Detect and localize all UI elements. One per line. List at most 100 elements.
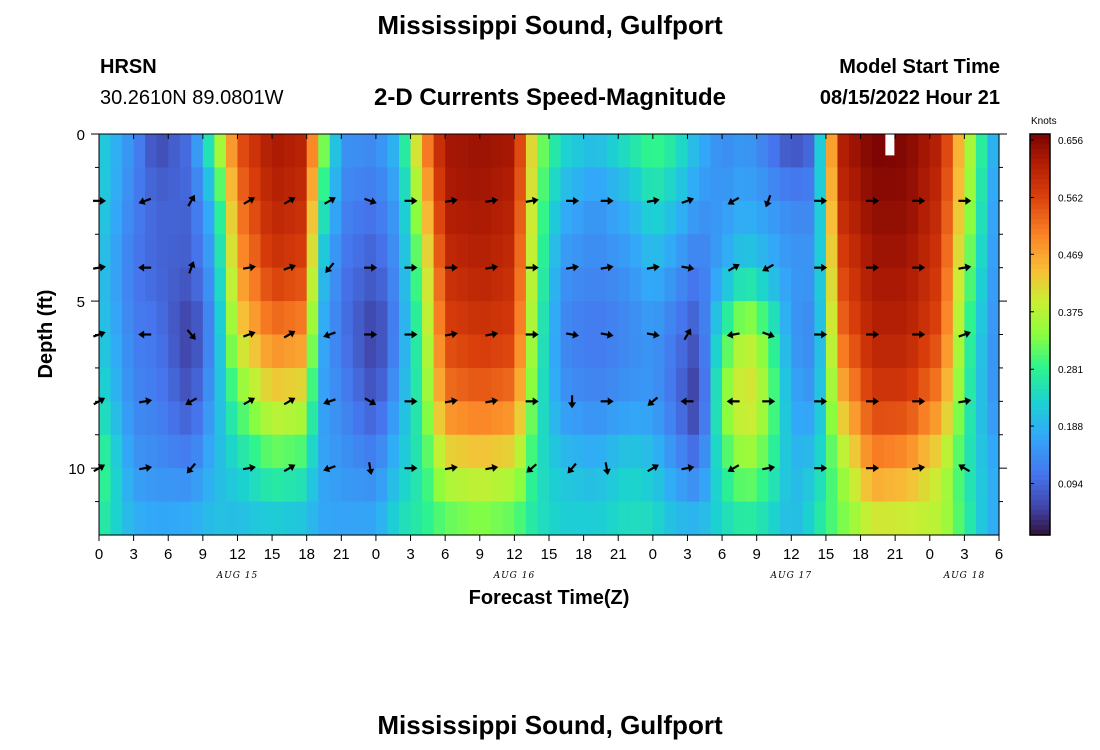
heat-cell (237, 167, 250, 202)
heat-cell (133, 267, 146, 302)
heat-cell (687, 401, 700, 436)
current-vector-arrow (283, 330, 296, 339)
heat-cell (479, 334, 492, 369)
heat-cell (191, 501, 204, 536)
heat-cell (525, 200, 539, 235)
heat-cell (860, 468, 873, 503)
x-tick-label: 6 (164, 546, 172, 563)
heat-cell (849, 434, 862, 469)
heat-cell (837, 501, 850, 536)
heat-cell (952, 200, 965, 235)
heat-cell (237, 334, 250, 369)
heat-cell (745, 334, 758, 369)
heat-cell (352, 234, 365, 269)
heat-cell (710, 334, 723, 369)
vector-head (572, 263, 579, 272)
current-vector-arrow (138, 197, 152, 205)
heat-cell (272, 167, 285, 202)
heat-cell (572, 301, 585, 336)
current-vector-arrow (185, 397, 198, 406)
heat-cell (272, 234, 285, 269)
heat-cell (964, 200, 977, 235)
heat-cell (329, 434, 342, 469)
heat-cell (756, 501, 769, 536)
current-vector-arrow (283, 464, 296, 473)
heat-cell (352, 134, 365, 169)
heat-cell (422, 200, 435, 235)
colorbar-segment (1030, 244, 1050, 250)
heat-cell (872, 134, 885, 169)
heat-cell (606, 367, 619, 402)
heat-cell (814, 267, 827, 302)
vector-head (607, 196, 614, 205)
colorbar-segment (1030, 214, 1050, 220)
heat-cell (514, 301, 527, 336)
heat-cell (318, 434, 331, 469)
current-vector-arrow (93, 397, 106, 406)
heat-cell (225, 234, 239, 269)
heat-cell (514, 401, 527, 436)
heat-cell (168, 301, 181, 336)
heat-cell (191, 200, 204, 235)
heat-cell (295, 301, 308, 336)
heat-cell (849, 401, 862, 436)
heat-cell (618, 334, 631, 369)
current-vector-arrow (680, 397, 694, 406)
heat-cell (849, 367, 862, 402)
heat-cell (110, 367, 123, 402)
heat-cell (652, 367, 665, 402)
colorbar-segment (1030, 249, 1050, 255)
heat-cell (249, 434, 262, 469)
current-vector-arrow (364, 263, 378, 272)
heat-cell (445, 468, 458, 503)
heat-cell (445, 167, 458, 202)
heat-cell (295, 501, 308, 536)
vector-head (247, 196, 256, 204)
heat-cell (237, 434, 250, 469)
colorbar-segment (1030, 419, 1050, 426)
heat-cell (641, 301, 654, 336)
heat-cell (652, 200, 665, 235)
heat-cell (652, 134, 665, 169)
current-vector-arrow (727, 464, 740, 473)
x-tick-label: 3 (406, 546, 414, 563)
heat-cell (99, 434, 112, 469)
heat-cell (260, 501, 273, 536)
heat-cell (572, 367, 585, 402)
heat-cell (664, 134, 677, 169)
heat-cell (837, 134, 850, 169)
heat-cell (295, 434, 308, 469)
vector-head (411, 196, 418, 205)
heat-cell (352, 200, 365, 235)
heat-cell (964, 367, 977, 402)
heat-cell (364, 167, 377, 202)
heat-cell (745, 234, 758, 269)
heat-cell (756, 401, 769, 436)
colorbar-tick-label: 0.469 (1058, 250, 1083, 261)
vector-head (411, 263, 418, 272)
x-tick-label: 15 (541, 546, 558, 563)
colorbar-segment (1030, 219, 1050, 225)
colorbar-segment (1030, 229, 1050, 235)
heat-cell (537, 301, 550, 336)
heat-cell (687, 167, 700, 202)
colorbar-segment (1030, 369, 1050, 376)
vector-head (532, 397, 539, 406)
heat-cell (145, 234, 158, 269)
current-vector-arrow (814, 263, 828, 272)
heat-cell (710, 234, 723, 269)
heat-cell (941, 401, 954, 436)
heat-cell (502, 334, 515, 369)
x-tick-label: 0 (372, 546, 380, 563)
vector-head (873, 330, 880, 339)
heat-cell (652, 267, 665, 302)
colorbar-segment (1030, 529, 1050, 536)
heat-cell (352, 334, 365, 369)
heat-cell (699, 468, 712, 503)
current-vector-arrow (814, 464, 828, 473)
vector-head (188, 194, 196, 202)
heat-cell (525, 401, 539, 436)
heat-cell (572, 334, 585, 369)
heat-cell (952, 468, 965, 503)
heat-cell (168, 267, 181, 302)
